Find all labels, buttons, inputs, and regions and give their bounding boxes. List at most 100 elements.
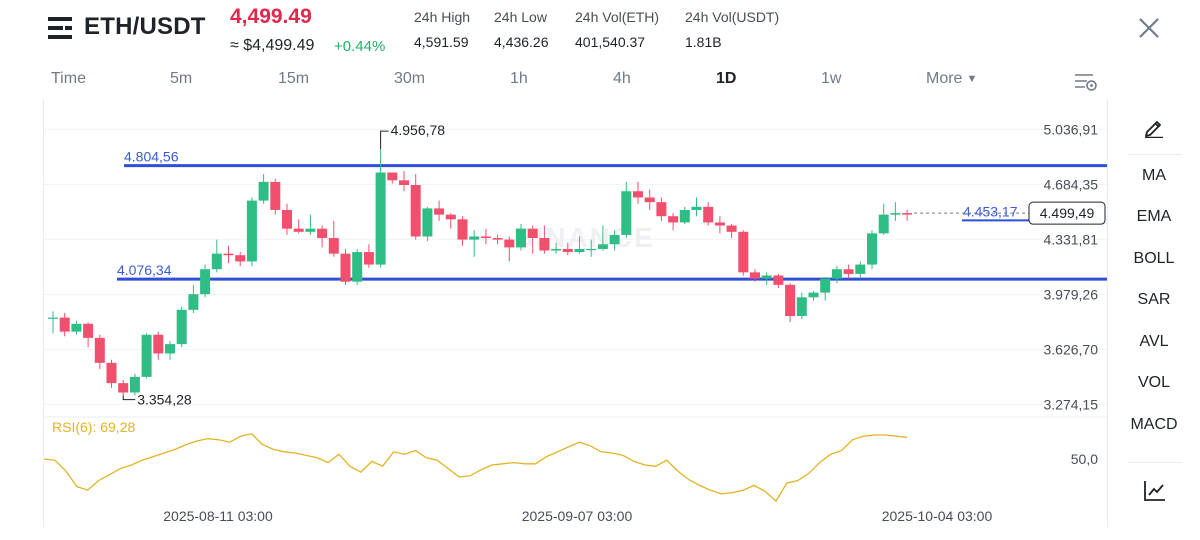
candle [293,219,304,234]
candle-body [480,236,491,239]
indicator-macd[interactable]: MACD [1130,416,1178,433]
candle [691,197,702,217]
candle [504,236,515,262]
price-tick-label: 3.979,26 [1044,286,1099,302]
stat-value: 4,591.59 [414,34,469,50]
candle-body [59,317,70,332]
annotations: 4.956,78 3.354,28 4.499,49 [122,122,1106,408]
last-price: 4,499.49 [230,5,312,28]
candle-body [609,234,620,245]
candle-body [644,197,655,203]
chart-settings-icon[interactable] [1074,72,1098,92]
candle-body [504,239,515,248]
candlestick-chart[interactable]: 5.036,91 4.684,35 4.331,81 3.979,26 3.626,70… [43,99,1108,527]
high-marker-line [380,130,389,150]
candle [270,178,281,215]
indicator-vol[interactable]: VOL [1137,374,1170,391]
candle [668,213,679,231]
candle [83,322,94,348]
rsi-label: RSI(6): 69,28 [52,419,135,435]
candle [738,230,749,276]
tab-1d[interactable]: 1D [716,70,737,87]
candle-body [328,238,339,254]
date-label: 2025-10-04 03:00 [882,508,993,524]
chevron-down-icon: ▼ [966,73,978,85]
stat-value: 401,540.37 [575,34,646,50]
level-label: 4.076,34 [117,262,172,278]
candle [773,273,784,288]
trading-pair[interactable]: ETH/USDT [84,13,206,40]
price-tick-label: 3.274,15 [1044,396,1099,412]
candle-body [340,253,351,282]
candle-body [750,272,760,279]
indicator-boll[interactable]: BOLL [1133,250,1175,267]
candle [808,291,819,301]
candle-body [843,269,854,274]
stat-label: 24h Vol(USDT) [685,9,780,25]
candle [352,248,363,285]
price-tick-label: 5.036,91 [1044,121,1099,137]
candle [703,202,714,226]
indicator-ma[interactable]: MA [1142,167,1166,184]
approx-usd-price: ≈ $4,499.49 [230,37,315,54]
indicator-avl[interactable]: AVL [1139,333,1169,350]
pencil-icon[interactable] [1143,116,1165,138]
candle-body [235,255,246,262]
candle-body [551,248,562,251]
candle-body [527,228,538,239]
chart-grid: 5.036,91 4.684,35 4.331,81 3.979,26 3.626,70… [44,121,1107,412]
tab-1w[interactable]: 1w [821,70,842,87]
close-icon[interactable] [1137,16,1161,40]
stat-24h-high: 24h High 4,591.59 [414,9,470,50]
candle-body [399,180,409,185]
rsi-tick-label: 50,0 [1071,451,1098,467]
line-chart-icon[interactable] [1143,480,1167,502]
candle-body [516,228,526,248]
candle [562,242,573,256]
tab-more-label: More [926,70,963,87]
tab-30m[interactable]: 30m [394,70,426,87]
candle-body [703,206,714,223]
candle [527,225,538,254]
level-label: 4.804,56 [124,149,179,165]
candle-body [153,334,164,354]
candle-body [633,191,643,198]
candle [785,283,796,323]
candle [609,230,620,251]
candle [317,225,328,248]
price-tick-label: 4.331,81 [1044,231,1099,247]
menu-icon[interactable] [48,17,72,39]
candle [867,230,877,270]
chart-canvas[interactable]: 5.036,91 4.684,35 4.331,81 3.979,26 3.626,70… [44,99,1107,527]
candle-body [223,253,234,256]
candle-body [668,216,679,223]
candle-body [539,238,550,251]
candle-body [562,248,573,253]
indicator-sar[interactable]: SAR [1137,291,1171,308]
candle [246,197,257,267]
candle-body [293,228,304,232]
tab-15m[interactable]: 15m [278,70,310,87]
tab-time[interactable]: Time [51,70,86,87]
candle [211,239,222,273]
candle-body [714,222,725,226]
candle-body [445,214,456,220]
candle [621,181,632,239]
candle-body [375,172,386,265]
ticker-header: ETH/USDT 4,499.49 ≈ $4,499.49 +0.44% 24h… [0,0,1200,62]
tab-5m[interactable]: 5m [170,70,193,87]
tab-1h[interactable]: 1h [510,70,528,87]
sidebar-divider [1128,462,1182,463]
tab-more[interactable]: More ▼ [926,70,977,88]
candle [328,220,339,257]
candle [902,209,913,221]
tab-4h[interactable]: 4h [613,70,631,87]
candle [71,320,82,335]
candle [539,225,550,254]
indicator-ema[interactable]: EMA [1136,208,1172,225]
candle [516,224,526,251]
candle-body [211,253,222,270]
candle [282,203,292,235]
rsi-line [44,433,908,503]
candle [235,252,246,267]
